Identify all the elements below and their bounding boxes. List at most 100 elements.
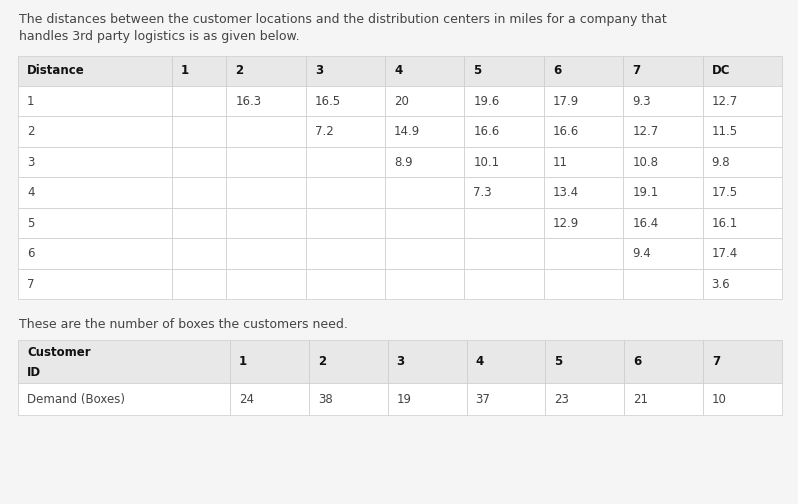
Bar [545,341,624,384]
Text: 16.1: 16.1 [712,217,738,230]
Text: 3: 3 [27,156,34,169]
Text: 10.8: 10.8 [632,156,658,169]
Bar [385,177,464,208]
Text: 5: 5 [27,217,34,230]
Bar [623,177,702,208]
Text: 20: 20 [394,95,409,108]
Bar [545,384,624,415]
Bar [18,208,172,238]
Text: 2: 2 [318,355,326,368]
Text: 17.9: 17.9 [553,95,579,108]
Bar [464,177,544,208]
Bar [172,116,227,147]
Text: 1: 1 [27,95,34,108]
Text: 19.6: 19.6 [473,95,500,108]
Bar [227,208,306,238]
Text: 7.3: 7.3 [473,186,492,199]
Text: 1: 1 [239,355,247,368]
Bar [544,269,623,299]
Bar [172,147,227,177]
Bar [702,86,782,116]
Bar [230,384,309,415]
Text: 4: 4 [476,355,484,368]
Text: 12.7: 12.7 [632,125,658,138]
Bar [172,208,227,238]
Bar [385,56,464,86]
Text: 11.5: 11.5 [712,125,737,138]
Text: 7.2: 7.2 [314,125,334,138]
Bar [227,177,306,208]
Bar [230,341,309,384]
Text: 4: 4 [394,65,402,78]
Text: Distance: Distance [27,65,85,78]
Bar [18,341,230,384]
Bar [227,269,306,299]
Text: 23: 23 [555,393,569,406]
Bar [306,86,385,116]
Text: 37: 37 [476,393,491,406]
Bar [467,384,545,415]
Text: 6: 6 [27,247,34,260]
Bar [172,238,227,269]
Bar [464,56,544,86]
Bar [544,177,623,208]
Bar [464,147,544,177]
Bar [623,56,702,86]
Text: handles 3rd party logistics is as given below.: handles 3rd party logistics is as given … [19,31,299,43]
Bar [703,341,782,384]
Text: 19: 19 [397,393,412,406]
Bar [702,177,782,208]
Bar [703,384,782,415]
Bar [227,116,306,147]
Text: 6: 6 [634,355,642,368]
Text: 5: 5 [473,65,482,78]
Bar [623,86,702,116]
Text: Customer: Customer [27,346,91,359]
Text: 7: 7 [712,355,721,368]
Bar [623,116,702,147]
Text: 16.4: 16.4 [632,217,658,230]
Bar [623,269,702,299]
Bar [306,177,385,208]
Text: 2: 2 [27,125,34,138]
Bar [18,238,172,269]
Bar [306,147,385,177]
Bar [227,86,306,116]
Text: 9.3: 9.3 [632,95,651,108]
Bar [464,86,544,116]
Bar [306,208,385,238]
Bar [18,86,172,116]
Text: 7: 7 [27,278,34,291]
Text: These are the number of boxes the customers need.: These are the number of boxes the custom… [19,319,348,332]
Text: DC: DC [712,65,730,78]
Bar [18,177,172,208]
Text: The distances between the customer locations and the distribution centers in mil: The distances between the customer locat… [19,13,667,26]
Bar [467,341,545,384]
Text: 11: 11 [553,156,568,169]
Text: 7: 7 [632,65,640,78]
Bar [623,208,702,238]
Text: 9.4: 9.4 [632,247,651,260]
Text: 14.9: 14.9 [394,125,421,138]
Bar [306,116,385,147]
Bar [306,269,385,299]
Bar [172,86,227,116]
Bar [172,269,227,299]
Bar [385,86,464,116]
Bar [385,116,464,147]
Bar [385,147,464,177]
Bar [388,341,467,384]
Bar [623,238,702,269]
Bar [309,341,388,384]
Bar [544,147,623,177]
Bar [702,238,782,269]
Bar [385,238,464,269]
Text: 12.9: 12.9 [553,217,579,230]
Text: Demand (Boxes): Demand (Boxes) [27,393,125,406]
Text: 13.4: 13.4 [553,186,579,199]
Bar [172,177,227,208]
Text: 16.6: 16.6 [473,125,500,138]
Bar [702,56,782,86]
Bar [227,238,306,269]
Bar [18,269,172,299]
